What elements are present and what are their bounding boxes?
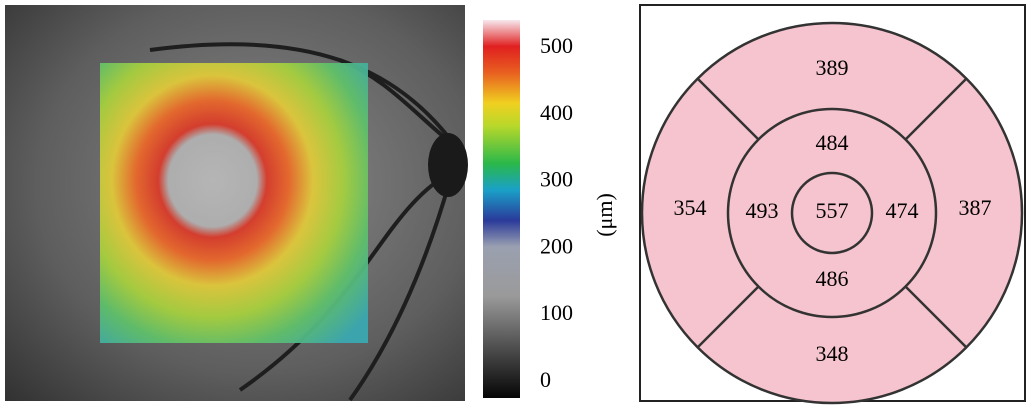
colorbar-tick-label: 500: [540, 33, 573, 58]
colorbar-tick-label: 400: [540, 100, 573, 125]
sector-value: 486: [816, 266, 849, 291]
colorbar-tick-label: 100: [540, 300, 573, 325]
sector-value: 348: [816, 341, 849, 366]
colorbar-tick-label: 0: [540, 367, 551, 392]
sector-value: 484: [816, 130, 849, 155]
optic-disc: [428, 133, 468, 197]
sector-value: 354: [674, 195, 707, 220]
sector-value: 557: [816, 198, 849, 223]
colorbar-tick-label: 300: [540, 167, 573, 192]
sector-value: 493: [746, 198, 779, 223]
thickness-map: [100, 63, 368, 343]
sector-value: 387: [959, 195, 992, 220]
colorbar: [483, 20, 520, 398]
sector-value: 474: [886, 198, 919, 223]
etdrs-grid: [640, 21, 1024, 405]
sector-value: 389: [816, 55, 849, 80]
unit-label: (μm): [592, 193, 617, 237]
colorbar-tick-label: 200: [540, 233, 573, 258]
